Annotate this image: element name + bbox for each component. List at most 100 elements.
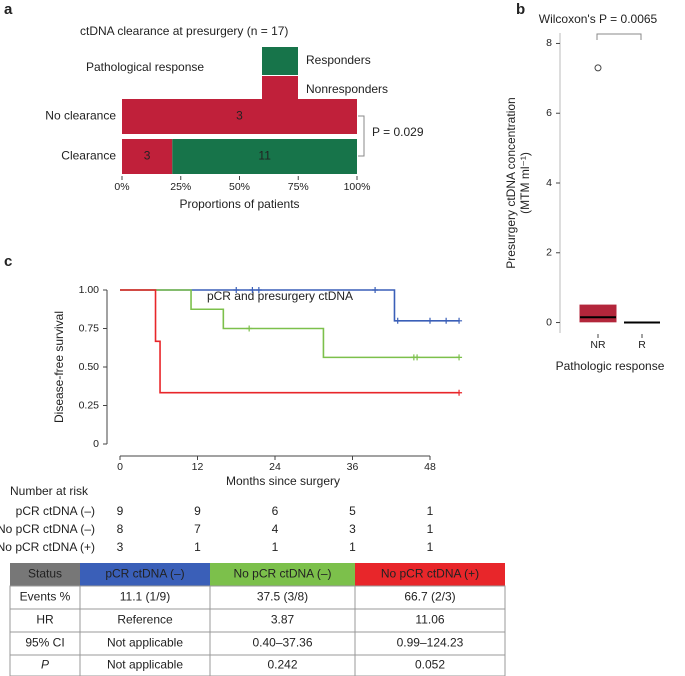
header-text: No pCR ctDNA (+) [381, 567, 479, 581]
x-axis-label: Pathologic response [556, 359, 665, 373]
censor-mark [414, 354, 421, 361]
cell-text: 11.06 [415, 613, 444, 627]
cell-text: P [41, 658, 49, 672]
x-tick-label: 25% [170, 181, 191, 193]
risk-row-label: No pCR ctDNA (+) [0, 540, 95, 554]
bar-segment [122, 99, 357, 134]
censor-mark [456, 389, 463, 396]
x-tick-label: NR [590, 339, 606, 351]
y-tick-label: 8 [546, 37, 552, 49]
data-label: 3 [236, 109, 243, 123]
censor-mark [246, 325, 253, 332]
data-label: 11 [258, 149, 271, 163]
risk-count: 4 [272, 522, 279, 536]
cell-text: Not applicable [107, 636, 183, 650]
x-tick-label: 12 [192, 461, 204, 473]
header-cell [10, 563, 80, 586]
risk-count: 3 [349, 522, 356, 536]
censor-mark [233, 287, 240, 293]
bracket [596, 33, 642, 40]
y-tick-label: 2 [546, 247, 552, 259]
risk-count: 1 [194, 540, 201, 554]
cell-text: 95% CI [25, 636, 64, 650]
x-tick-label: 0 [117, 461, 123, 473]
bar-segment [122, 139, 173, 174]
panel-letter: c [4, 253, 12, 270]
header-text: Status [28, 567, 62, 581]
risk-title: Number at risk [10, 484, 89, 498]
cell-text: Events % [20, 590, 71, 604]
legend-label: Responders [306, 53, 371, 67]
y-tick-label: 0.50 [79, 361, 100, 373]
cell-text: 3.87 [271, 613, 295, 627]
risk-count: 7 [194, 522, 201, 536]
y-axis-label: Presurgery ctDNA concentration [504, 97, 518, 268]
risk-row-label: No pCR ctDNA (–) [0, 522, 95, 536]
y-tick-label: 1.00 [79, 284, 100, 296]
bar-segment [172, 139, 357, 174]
censor-mark [255, 287, 262, 293]
risk-count: 1 [349, 540, 356, 554]
table-cell [354, 654, 506, 676]
annotation: P = 0.029 [372, 125, 424, 139]
risk-count: 8 [117, 522, 124, 536]
cell-text: 0.242 [267, 658, 297, 672]
y-tick-label: 4 [546, 177, 552, 189]
x-tick-label: 48 [424, 461, 436, 473]
category-label: No clearance [45, 109, 116, 123]
censor-mark [443, 317, 450, 324]
cell-text: Reference [117, 613, 173, 627]
header-cell [80, 563, 210, 586]
survival-curve [120, 289, 460, 394]
cell-text: 66.7 (2/3) [404, 590, 455, 604]
censor-mark [456, 317, 463, 324]
y-tick-label: 0.25 [79, 399, 100, 411]
censor-mark [249, 287, 256, 293]
chart-title: pCR and presurgery ctDNA [207, 289, 353, 303]
data-label: 3 [144, 149, 151, 163]
risk-count: 1 [272, 540, 279, 554]
chart-title: ctDNA clearance at presurgery (n = 17) [80, 24, 288, 38]
y-axis-label: Disease-free survival [52, 311, 66, 423]
x-axis-label: Months since surgery [226, 474, 340, 488]
risk-count: 1 [427, 504, 434, 518]
cell-text: 37.5 (3/8) [257, 590, 308, 604]
risk-count: 6 [272, 504, 279, 518]
y-axis-label: (MTM ml⁻¹) [518, 152, 532, 214]
chart-title: Wilcoxon's P = 0.0065 [539, 12, 658, 26]
outlier [594, 64, 602, 72]
risk-count: 9 [117, 504, 124, 518]
y-tick-label: 0 [93, 438, 99, 450]
cell-text: 0.99–124.23 [397, 636, 464, 650]
risk-count: 5 [349, 504, 356, 518]
risk-count: 1 [427, 522, 434, 536]
risk-row-label: pCR ctDNA (–) [16, 504, 95, 518]
panel-letter: a [4, 1, 13, 18]
censor-mark [456, 354, 463, 361]
x-tick-label: 75% [288, 181, 309, 193]
x-tick-label: 36 [347, 461, 359, 473]
y-tick-label: 6 [546, 107, 552, 119]
cell-text: Not applicable [107, 658, 183, 672]
cell-text: 0.40–37.36 [252, 636, 312, 650]
x-tick-label: R [638, 339, 646, 351]
x-axis-label: Proportions of patients [179, 197, 299, 211]
legend-title: Pathological response [86, 60, 204, 74]
cell-text: 11.1 (1/9) [120, 590, 170, 604]
bracket [358, 115, 365, 157]
censor-mark [372, 287, 379, 293]
cell-text: HR [36, 613, 54, 627]
y-tick-label: 0 [546, 316, 552, 328]
x-tick-label: 24 [269, 461, 281, 473]
risk-count: 9 [194, 504, 201, 518]
header-cell [210, 563, 355, 586]
header-text: pCR ctDNA (–) [105, 567, 184, 581]
category-label: Clearance [61, 149, 116, 163]
y-tick-label: 0.75 [79, 322, 100, 334]
header-cell [355, 563, 505, 586]
header-text: No pCR ctDNA (–) [233, 567, 331, 581]
panel-letter: b [516, 1, 525, 18]
x-tick-label: 100% [344, 181, 371, 193]
censor-mark [394, 317, 401, 324]
